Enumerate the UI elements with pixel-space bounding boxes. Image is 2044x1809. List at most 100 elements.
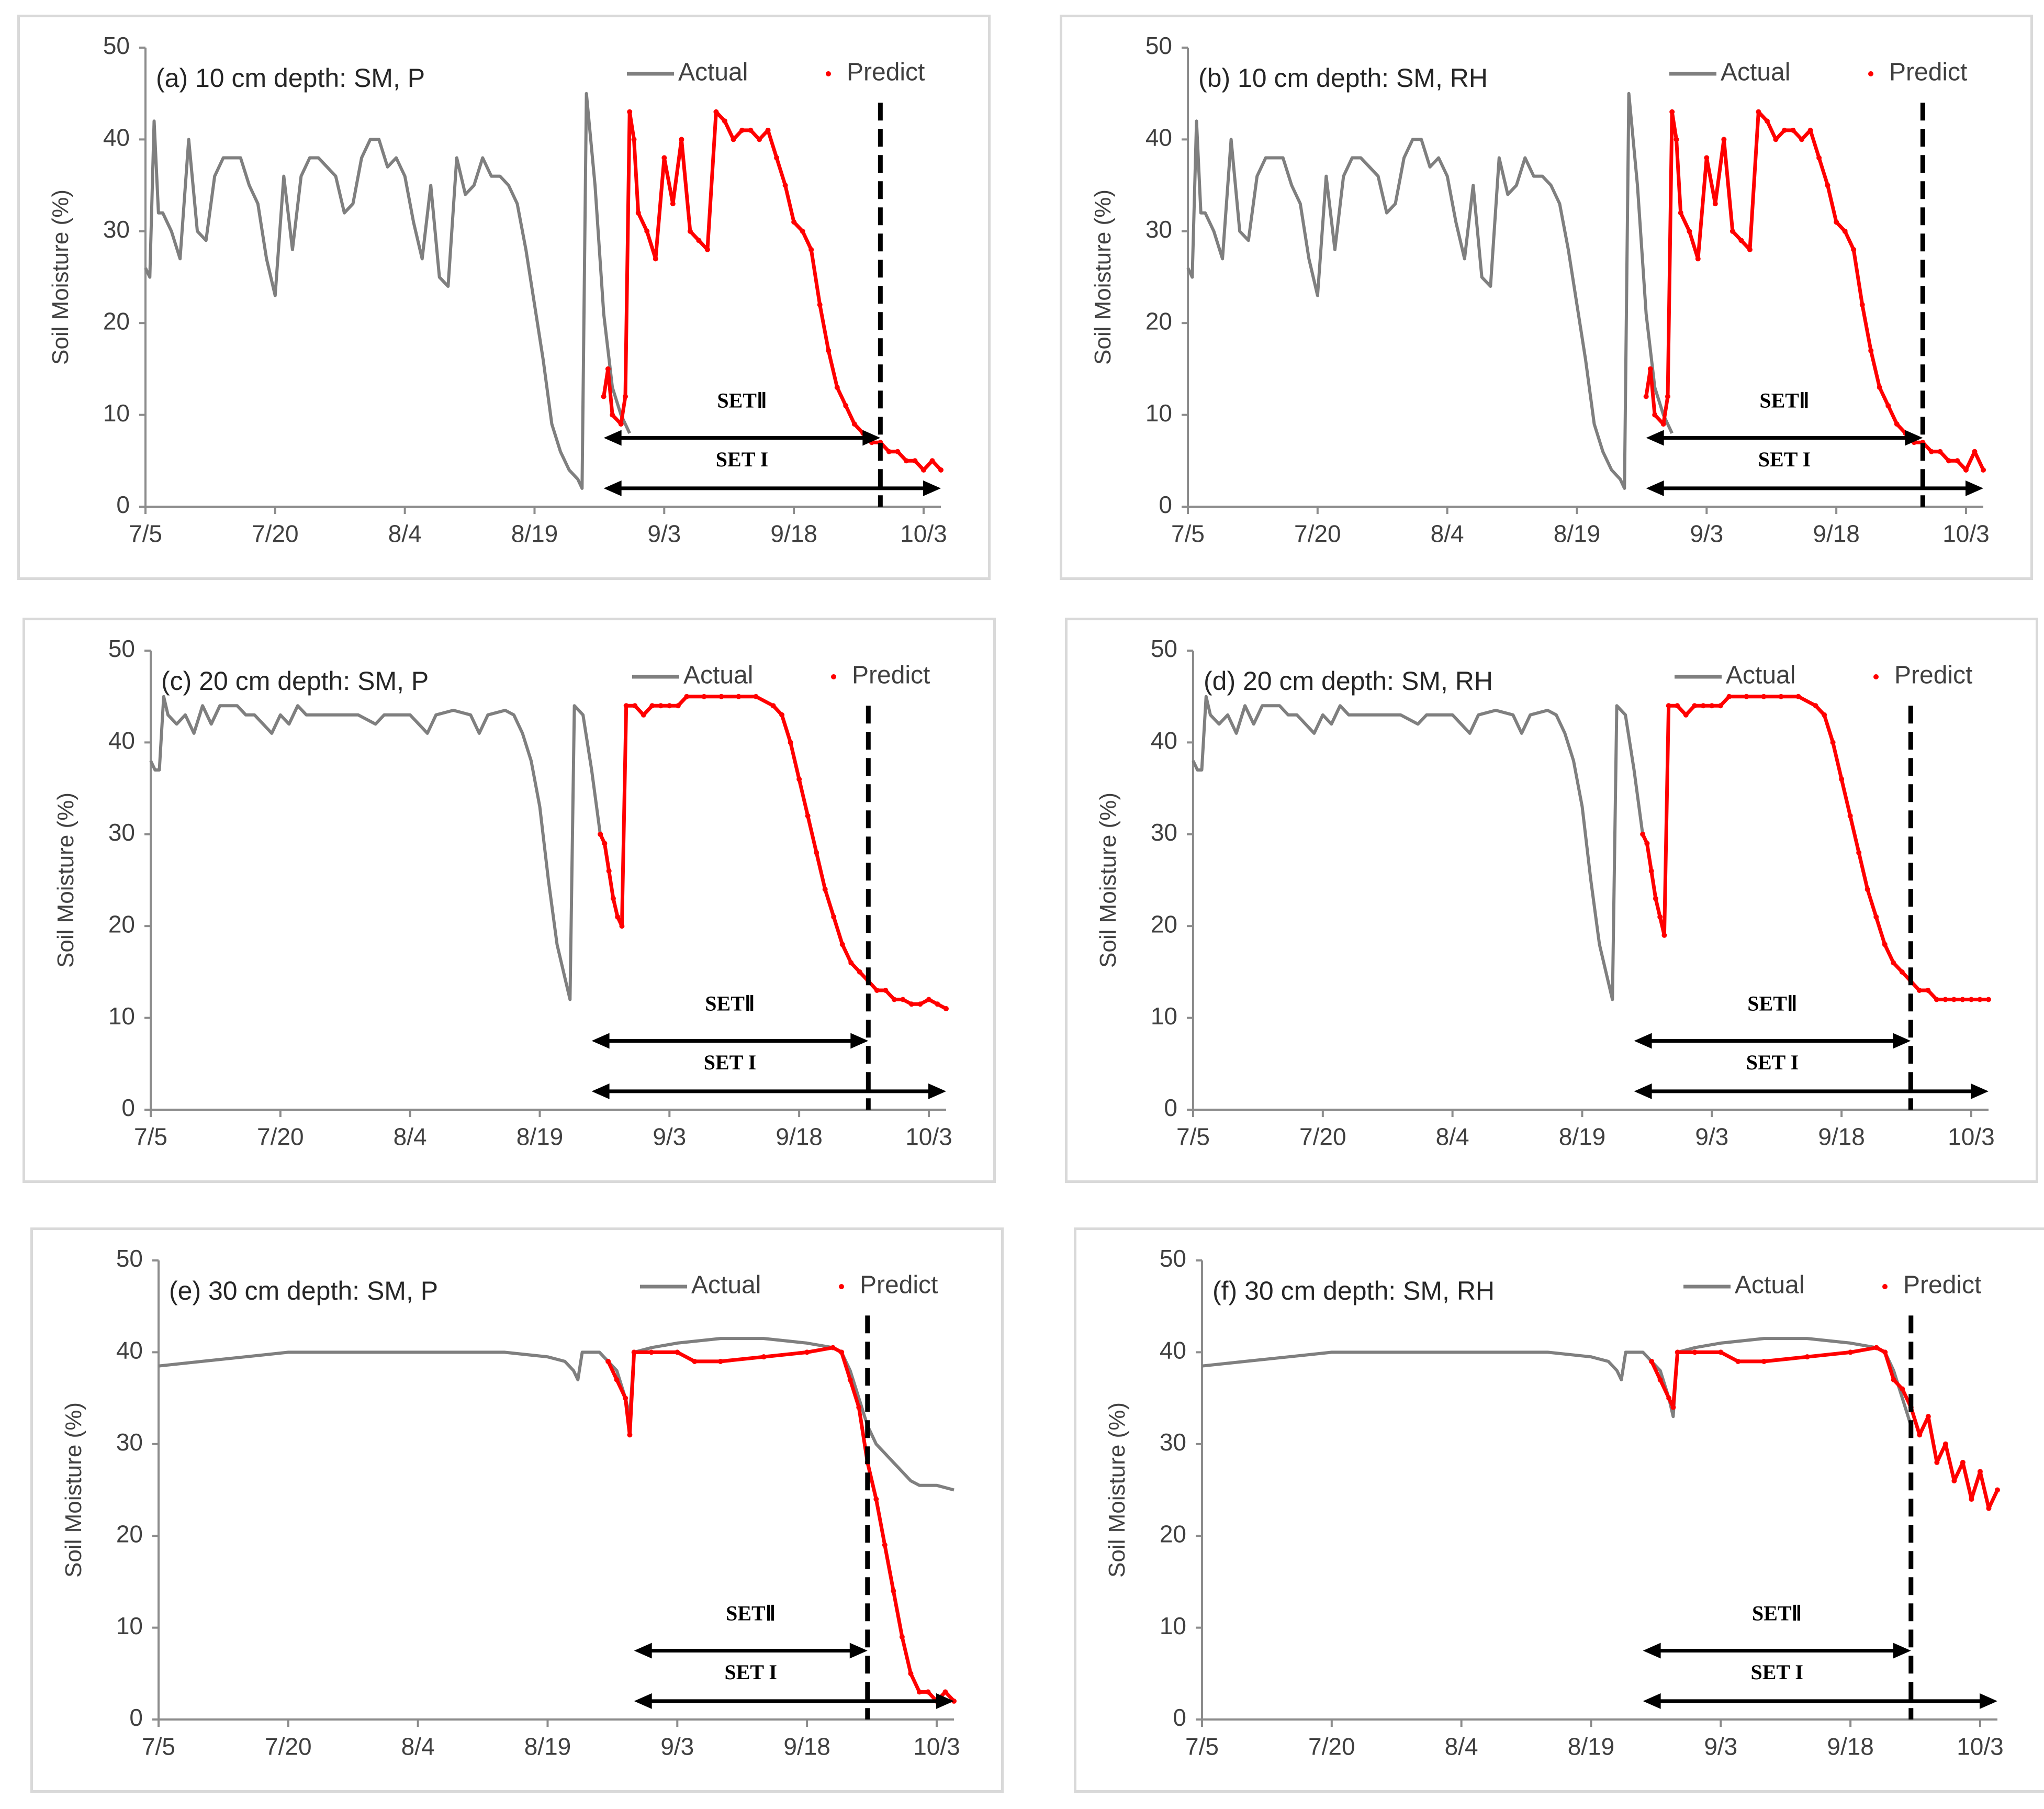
chart-e-legend-actual-label: Actual <box>691 1271 761 1299</box>
chart-b-svg: 0 10 20 30 40 50 7/5 7/20 8/4 8/19 9/3 9/18 10/3 Soil… <box>1090 32 1990 548</box>
chart-c-predict-point <box>667 703 672 709</box>
chart-a-predict-point <box>670 201 676 207</box>
chart-e-predict-point <box>631 1349 637 1355</box>
chart-d-predict-point <box>1873 914 1879 920</box>
chart-d-xtick-label: 9/18 <box>1818 1123 1865 1151</box>
chart-b-xtick-label: 10/3 <box>1942 520 1990 548</box>
chart-c-set1-label: SET I <box>704 1051 756 1074</box>
chart-e-predict-point <box>847 1377 853 1383</box>
chart-a-predict-point <box>601 394 607 399</box>
chart-d-ytick-label: 40 <box>1151 727 1177 754</box>
chart-e-predict-point <box>925 1689 931 1695</box>
chart-b-predict-point <box>1825 183 1830 188</box>
chart-a-ytick-label: 0 <box>116 491 130 518</box>
chart-c-set1-arrow-head-left <box>591 1083 610 1099</box>
chart-c-predict-point <box>619 923 625 929</box>
chart-b-predict-point <box>1782 127 1787 133</box>
chart-d-xtick-label: 7/20 <box>1299 1123 1346 1151</box>
chart-c-predict-point <box>796 776 802 782</box>
chart-e-predict-point <box>804 1349 810 1355</box>
chart-a-ytick-label: 20 <box>103 307 130 334</box>
chart-e-xtick-label: 8/19 <box>524 1733 571 1760</box>
chart-f-predict-point <box>1951 1478 1957 1483</box>
chart-c-predict-point <box>883 987 889 993</box>
chart-e-svg: 0 10 20 30 40 50 7/5 7/20 8/4 8/19 9/3 9/18 10/3 Soil… <box>61 1245 960 1760</box>
chart-c-ytick-label: 0 <box>121 1094 135 1121</box>
chart-f-predict-point <box>1735 1358 1741 1364</box>
chart-c-xtick-label: 9/18 <box>776 1123 823 1151</box>
chart-a-predict-point <box>765 127 771 133</box>
chart-e-xtick-label: 8/4 <box>401 1733 435 1760</box>
chart-a-predict-point <box>610 412 615 418</box>
chart-a-predict-point <box>605 366 611 372</box>
chart-d-predict-point <box>1830 740 1836 745</box>
chart-d-predict-point <box>1683 712 1689 718</box>
chart-d-legend-predict-label: Predict <box>1894 662 1972 689</box>
chart-c-set1-arrow-head-right <box>928 1083 946 1099</box>
chart-e-title: (e) 30 cm depth: SM, P <box>169 1276 438 1305</box>
chart-a-predict-point <box>748 127 754 133</box>
chart-panel-c: 0 10 20 30 40 50 7/5 7/20 8/4 8/19 9/3 9/18 10/3 Soil… <box>23 618 996 1183</box>
chart-f-set1-label: SET I <box>1750 1660 1803 1684</box>
chart-d-predict-point <box>1644 841 1650 846</box>
chart-d-ytick-label: 0 <box>1164 1094 1177 1121</box>
chart-a-set2-arrow-head-left <box>603 430 622 446</box>
chart-a-predict-point <box>635 210 641 216</box>
chart-b-legend-predict-label: Predict <box>1889 59 1967 86</box>
chart-d-predict-point <box>1916 987 1922 993</box>
chart-b-predict-point <box>1652 412 1658 418</box>
chart-c-xtick-label: 8/19 <box>516 1123 564 1151</box>
chart-c-predict-point <box>848 960 854 966</box>
chart-b-predict-point <box>1877 384 1882 390</box>
chart-d-predict-point <box>1856 850 1862 855</box>
chart-b-ytick-label: 20 <box>1145 307 1172 334</box>
chart-b-predict-point <box>1695 256 1701 262</box>
chart-d-predict-point <box>1648 868 1654 874</box>
chart-b-predict-point <box>1816 155 1822 161</box>
chart-f-predict-point <box>1657 1377 1663 1383</box>
chart-c-predict-point <box>788 740 793 745</box>
chart-e-legend-predict-swatch <box>839 1284 844 1289</box>
chart-f-predict-point <box>1666 1395 1672 1401</box>
chart-f-predict-point <box>1848 1349 1854 1355</box>
chart-e-predict-point <box>942 1689 948 1695</box>
chart-a-predict-point <box>757 137 762 142</box>
chart-c-predict-point <box>926 997 931 1002</box>
chart-c-predict-point <box>805 813 811 819</box>
chart-a-predict-point <box>661 155 667 161</box>
chart-c-predict-point <box>874 987 880 993</box>
chart-c-predict-point <box>718 694 724 699</box>
chart-b-set2-arrow-head-left <box>1646 430 1664 446</box>
chart-e-ytick-label: 0 <box>129 1704 143 1731</box>
chart-d-predict-point <box>1986 997 1991 1002</box>
chart-c-ytick-label: 10 <box>108 1002 135 1030</box>
chart-c-predict-point <box>944 1006 949 1012</box>
chart-a-svg: 0 10 20 30 40 50 7/5 7/20 8/4 8/19 9/3 9/18 10/3 Soil… <box>48 32 947 547</box>
chart-b-predict-point <box>1790 127 1796 133</box>
chart-a-predict-point <box>851 421 857 427</box>
chart-c-predict-point <box>606 868 612 874</box>
chart-c-ytick-label: 40 <box>108 727 135 754</box>
chart-c-xtick-label: 8/4 <box>394 1123 427 1151</box>
chart-b-predict-point <box>1660 421 1666 427</box>
chart-b-xtick-label: 7/20 <box>1294 520 1341 548</box>
chart-c-predict-point <box>641 712 646 718</box>
chart-b-set1-arrow-head-left <box>1646 480 1664 496</box>
chart-f-set2-arrow-head-left <box>1643 1643 1661 1659</box>
chart-b-ytick-label: 0 <box>1159 491 1172 518</box>
chart-d-set1-arrow-head-left <box>1634 1083 1652 1099</box>
chart-a-predict-point <box>903 458 909 464</box>
chart-c-predict-point <box>935 1001 940 1007</box>
chart-f-set2-label: SETⅡ <box>1752 1602 1802 1625</box>
chart-d-predict-point <box>1709 703 1715 709</box>
chart-e-predict-point <box>648 1349 654 1355</box>
chart-d-predict-point <box>1666 703 1671 709</box>
chart-a-predict-point <box>722 118 727 124</box>
chart-e-predict-point <box>882 1542 888 1548</box>
chart-panel-f: 0 10 20 30 40 50 7/5 7/20 8/4 8/19 9/3 9/18 10/3 Soil… <box>1074 1227 2044 1793</box>
chart-b-predict-point <box>1665 394 1670 399</box>
chart-d-predict-point <box>1942 997 1948 1002</box>
chart-b-predict-point <box>1678 210 1683 216</box>
chart-e-predict-point <box>761 1354 767 1360</box>
chart-f-title: (f) 30 cm depth: SM, RH <box>1212 1276 1495 1305</box>
